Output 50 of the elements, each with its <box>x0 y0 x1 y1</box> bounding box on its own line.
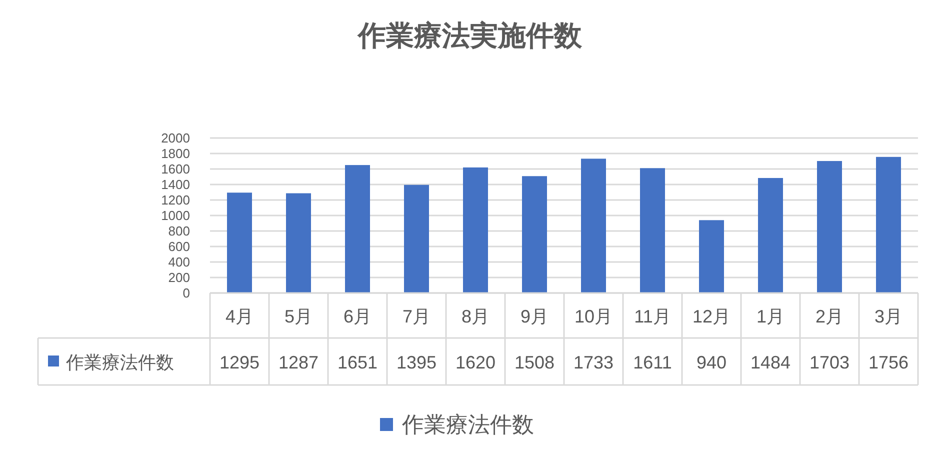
x-tick-label: 11月 <box>634 306 671 326</box>
y-tick-label: 1600 <box>161 162 190 176</box>
bar <box>699 220 724 293</box>
y-tick-label: 600 <box>168 239 190 254</box>
bar <box>345 165 370 293</box>
data-label: 940 <box>696 352 727 372</box>
bar <box>640 168 665 293</box>
text: 作業療法件数 <box>402 412 534 437</box>
x-tick-label: 8月 <box>461 306 490 326</box>
x-tick-label: 1月 <box>756 306 785 326</box>
data-label: 1611 <box>633 352 672 372</box>
y-tick-label: 800 <box>168 224 190 238</box>
data-label: 1756 <box>868 352 909 372</box>
data-label: 1508 <box>514 352 555 372</box>
bar <box>522 176 547 293</box>
bar <box>404 184 429 293</box>
data-label: 1484 <box>750 352 791 372</box>
y-tick-label: 0 <box>182 286 190 300</box>
bar <box>463 167 488 293</box>
y-tick-label: 200 <box>168 270 190 285</box>
data-label: 1287 <box>278 352 319 372</box>
bar <box>758 178 783 293</box>
x-tick-label: 9月 <box>520 306 549 326</box>
data-label: 1395 <box>396 352 437 372</box>
x-tick-label: 6月 <box>343 306 372 326</box>
y-tick-label: 1800 <box>161 146 190 161</box>
bar <box>227 192 252 293</box>
y-tick-label: 400 <box>168 254 190 270</box>
x-tick-label: 5月 <box>284 306 313 326</box>
data-label: 1703 <box>809 352 850 372</box>
bar <box>876 156 901 293</box>
data-label: 1620 <box>455 352 496 372</box>
y-tick-label: 1000 <box>161 208 190 223</box>
x-tick-label: 4月 <box>225 306 254 326</box>
x-tick-label: 3月 <box>874 306 903 326</box>
legend-label: 作業療法件数 <box>65 352 174 372</box>
y-tick-label: 2000 <box>161 130 190 146</box>
bar <box>286 193 311 293</box>
x-tick-label: 12月 <box>692 306 731 326</box>
data-label: 1733 <box>573 352 614 372</box>
bar <box>581 158 606 293</box>
bar <box>817 161 842 293</box>
x-tick-label: 7月 <box>402 306 431 326</box>
y-tick-label: 1400 <box>161 177 190 192</box>
y-tick-label: 1200 <box>161 192 190 208</box>
data-label: 1651 <box>337 352 378 372</box>
data-label: 1295 <box>219 352 260 372</box>
chart-title: 作業療法実施件数 <box>357 20 583 51</box>
x-tick-label: 2月 <box>815 306 844 326</box>
x-tick-label: 10月 <box>574 306 613 326</box>
